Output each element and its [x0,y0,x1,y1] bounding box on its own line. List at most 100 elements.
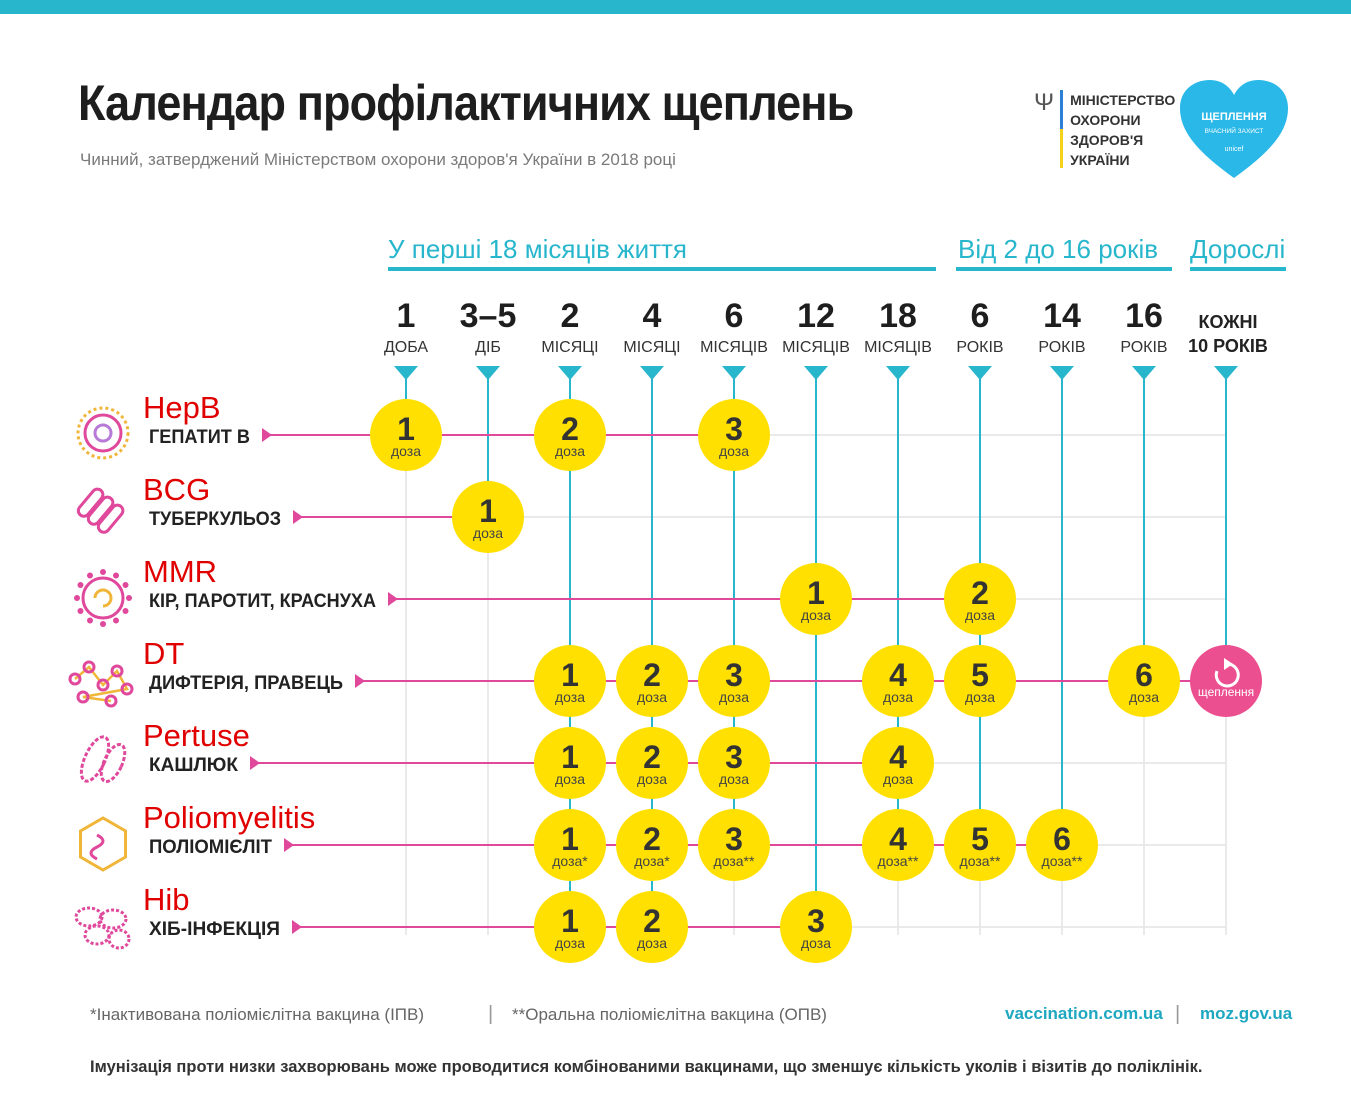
dose-number: 2 [643,821,661,857]
virus-measles-icon [122,582,129,588]
dose-label: доза [801,935,831,951]
virus-measles-icon [87,617,93,624]
virus-measles-icon [113,572,119,579]
dose-circle [944,645,1016,717]
virus-hepatitis-icon [76,406,130,460]
molecule-diphtheria-icon [96,678,110,692]
dose-number: 3 [725,739,743,775]
dose-label: доза** [960,853,1001,869]
dose-circle [616,727,688,799]
bacteria-tuberculosis-icon [86,495,115,526]
dose-circle [780,891,852,963]
vaccine-name-label: ГЕПАТИТ В [149,427,250,448]
age-number: 6 [971,297,990,335]
ministry-line: УКРАЇНИ [1070,152,1130,168]
dose-number: 2 [971,575,989,611]
dose-number: 4 [889,739,907,775]
age-marker-triangle [1132,366,1156,380]
dose-number: 1 [397,411,415,447]
vaccine-code-label: MMR [143,554,217,589]
dose-circle [370,399,442,471]
dose-label: доза** [1042,853,1083,869]
dose-number: 1 [561,821,579,857]
bacteria-hib-icon [83,924,111,946]
virus-measles-icon [113,617,119,624]
age-marker-triangle [968,366,992,380]
bacteria-tuberculosis-icon [76,487,105,518]
dose-circle [698,399,770,471]
dose-circle [862,809,934,881]
age-unit: МІСЯЦІВ [782,339,850,356]
molecule-diphtheria-icon [68,672,82,686]
dose-label: доза* [634,853,670,869]
ministry-logo: Ψ МІНІСТЕРСТВО ОХОРОНИ ЗДОРОВ'Я УКРАЇНИ [1034,90,1175,170]
booster-circle [1190,645,1262,717]
virus-measles-icon [122,608,129,614]
vaccine-name-label: ХІБ-ІНФЕКЦІЯ [149,919,280,940]
dose-label: доза [965,689,995,705]
age-unit: ДІБ [475,339,501,356]
dose-number: 6 [1053,821,1071,857]
dose-number: 3 [807,903,825,939]
timeline-arrow-icon [388,592,398,606]
dose-number: 2 [643,657,661,693]
virus-measles-icon [77,582,84,588]
badge-unicef: unicef [1225,146,1244,153]
dose-label: доза [719,771,749,787]
age-group-label: Від 2 до 16 років [958,234,1158,264]
dose-label: доза [555,935,585,951]
dose-circle [944,809,1016,881]
ministry-name: МІНІСТЕРСТВО ОХОРОНИ ЗДОРОВ'Я УКРАЇНИ [1070,90,1175,170]
bacteria-pertussis-icon [79,735,111,783]
age-group-label: Дорослі [1190,234,1285,264]
age-unit: РОКІВ [1120,339,1167,356]
dose-number: 1 [561,739,579,775]
bottom-note: Імунізація проти низки захворювань може … [90,1058,1203,1076]
virus-hepatitis-icon [93,423,113,443]
dose-label: доза [637,771,667,787]
dose-label: доза [391,443,421,459]
dose-circle [616,809,688,881]
age-marker-triangle [476,366,500,380]
timeline-arrow-icon [292,920,302,934]
age-marker-triangle [722,366,746,380]
refresh-icon [1214,662,1240,688]
link-vaccination[interactable]: vaccination.com.ua [1005,1004,1163,1023]
virus-measles-icon [81,576,125,620]
age-unit: МІСЯЦІ [541,339,598,356]
dose-label: доза [965,607,995,623]
virus-measles-icon [77,608,84,614]
dose-label: доза [555,689,585,705]
dose-number: 2 [561,411,579,447]
vaccine-name-label: ПОЛІОМІЄЛІТ [149,837,272,858]
dose-circle [534,809,606,881]
dose-circle [452,481,524,553]
dose-number: 5 [971,657,989,693]
dose-label: доза [637,935,667,951]
age-number: 12 [797,297,835,335]
dose-circle [1026,809,1098,881]
timeline-arrow-icon [250,756,260,770]
age-marker-triangle [640,366,664,380]
badge-title: ЩЕПЛЕННЯ [1201,111,1266,123]
heart-icon [1180,80,1288,178]
age-unit: МІСЯЦІ [623,339,680,356]
link-moz[interactable]: moz.gov.ua [1200,1004,1293,1023]
vaccination-schedule-chart: У перші 18 місяців життя Від 2 до 16 рокі… [68,234,1286,963]
dose-circle [780,563,852,635]
dose-circle [862,727,934,799]
virus-measles-icon [100,621,106,627]
dose-label: доза [637,689,667,705]
ministry-line: ЗДОРОВ'Я [1070,132,1144,148]
age-unit: ДОБА [384,339,428,356]
dose-number: 4 [889,821,907,857]
age-number: 1 [397,297,416,335]
age-label-line: 10 РОКІВ [1188,336,1268,356]
age-group-underline [388,267,936,271]
bacteria-hib-icon [74,906,104,928]
dose-circle [616,891,688,963]
dose-label: доза [473,525,503,541]
dose-number: 3 [725,411,743,447]
bacteria-hib-icon [107,928,131,950]
dose-label: доза** [878,853,919,869]
